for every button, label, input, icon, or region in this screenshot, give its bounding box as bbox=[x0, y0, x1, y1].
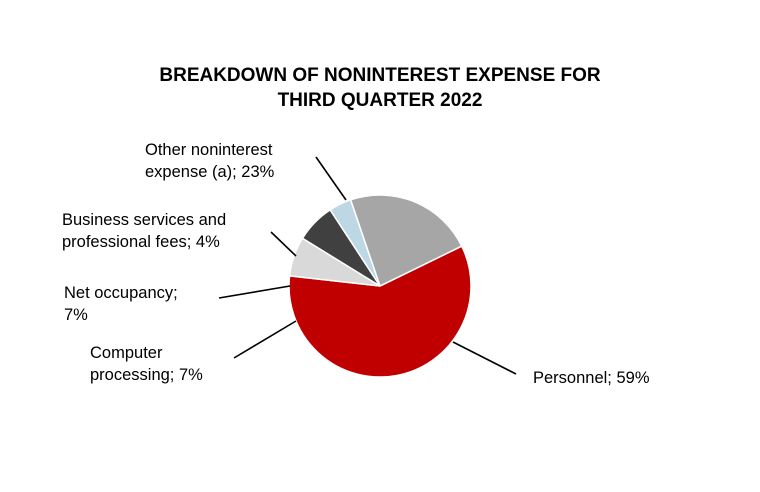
slice-label-2: Net occupancy; 7% bbox=[64, 284, 178, 324]
slice-label-4: Other noninterest expense (a); 23% bbox=[145, 141, 275, 181]
leader-line-0 bbox=[452, 341, 517, 375]
pie-slices bbox=[288, 194, 472, 378]
slice-label-line: Personnel; 59% bbox=[533, 369, 650, 387]
slice-label-line: Net occupancy; bbox=[64, 284, 178, 302]
leader-lines bbox=[218, 156, 517, 375]
leader-line-2 bbox=[218, 285, 291, 299]
slice-label-3: Business services and professional fees; … bbox=[62, 211, 226, 251]
chart-title-line-2: THIRD QUARTER 2022 bbox=[278, 90, 483, 111]
pie-slice-0 bbox=[288, 245, 472, 378]
slice-label-line: processing; 7% bbox=[90, 366, 203, 384]
leader-line-4 bbox=[315, 156, 347, 201]
slice-label-line: expense (a); 23% bbox=[145, 163, 275, 181]
slice-label-0: Personnel; 59% bbox=[533, 369, 650, 387]
leader-line-1 bbox=[233, 320, 297, 359]
slice-labels: Personnel; 59% Computer processing; 7% Net … bbox=[62, 141, 650, 387]
leader-line-3 bbox=[270, 231, 297, 257]
pie-slice-4 bbox=[349, 194, 463, 288]
slice-label-line: Other noninterest bbox=[145, 141, 273, 159]
slice-label-line: 7% bbox=[64, 306, 88, 324]
chart-title-line-1: BREAKDOWN OF NONINTEREST EXPENSE FOR bbox=[159, 65, 601, 86]
slice-label-line: Business services and bbox=[62, 211, 226, 229]
slice-label-line: Computer bbox=[90, 344, 163, 362]
slice-label-line: professional fees; 4% bbox=[62, 233, 220, 251]
slice-label-1: Computer processing; 7% bbox=[90, 344, 203, 384]
